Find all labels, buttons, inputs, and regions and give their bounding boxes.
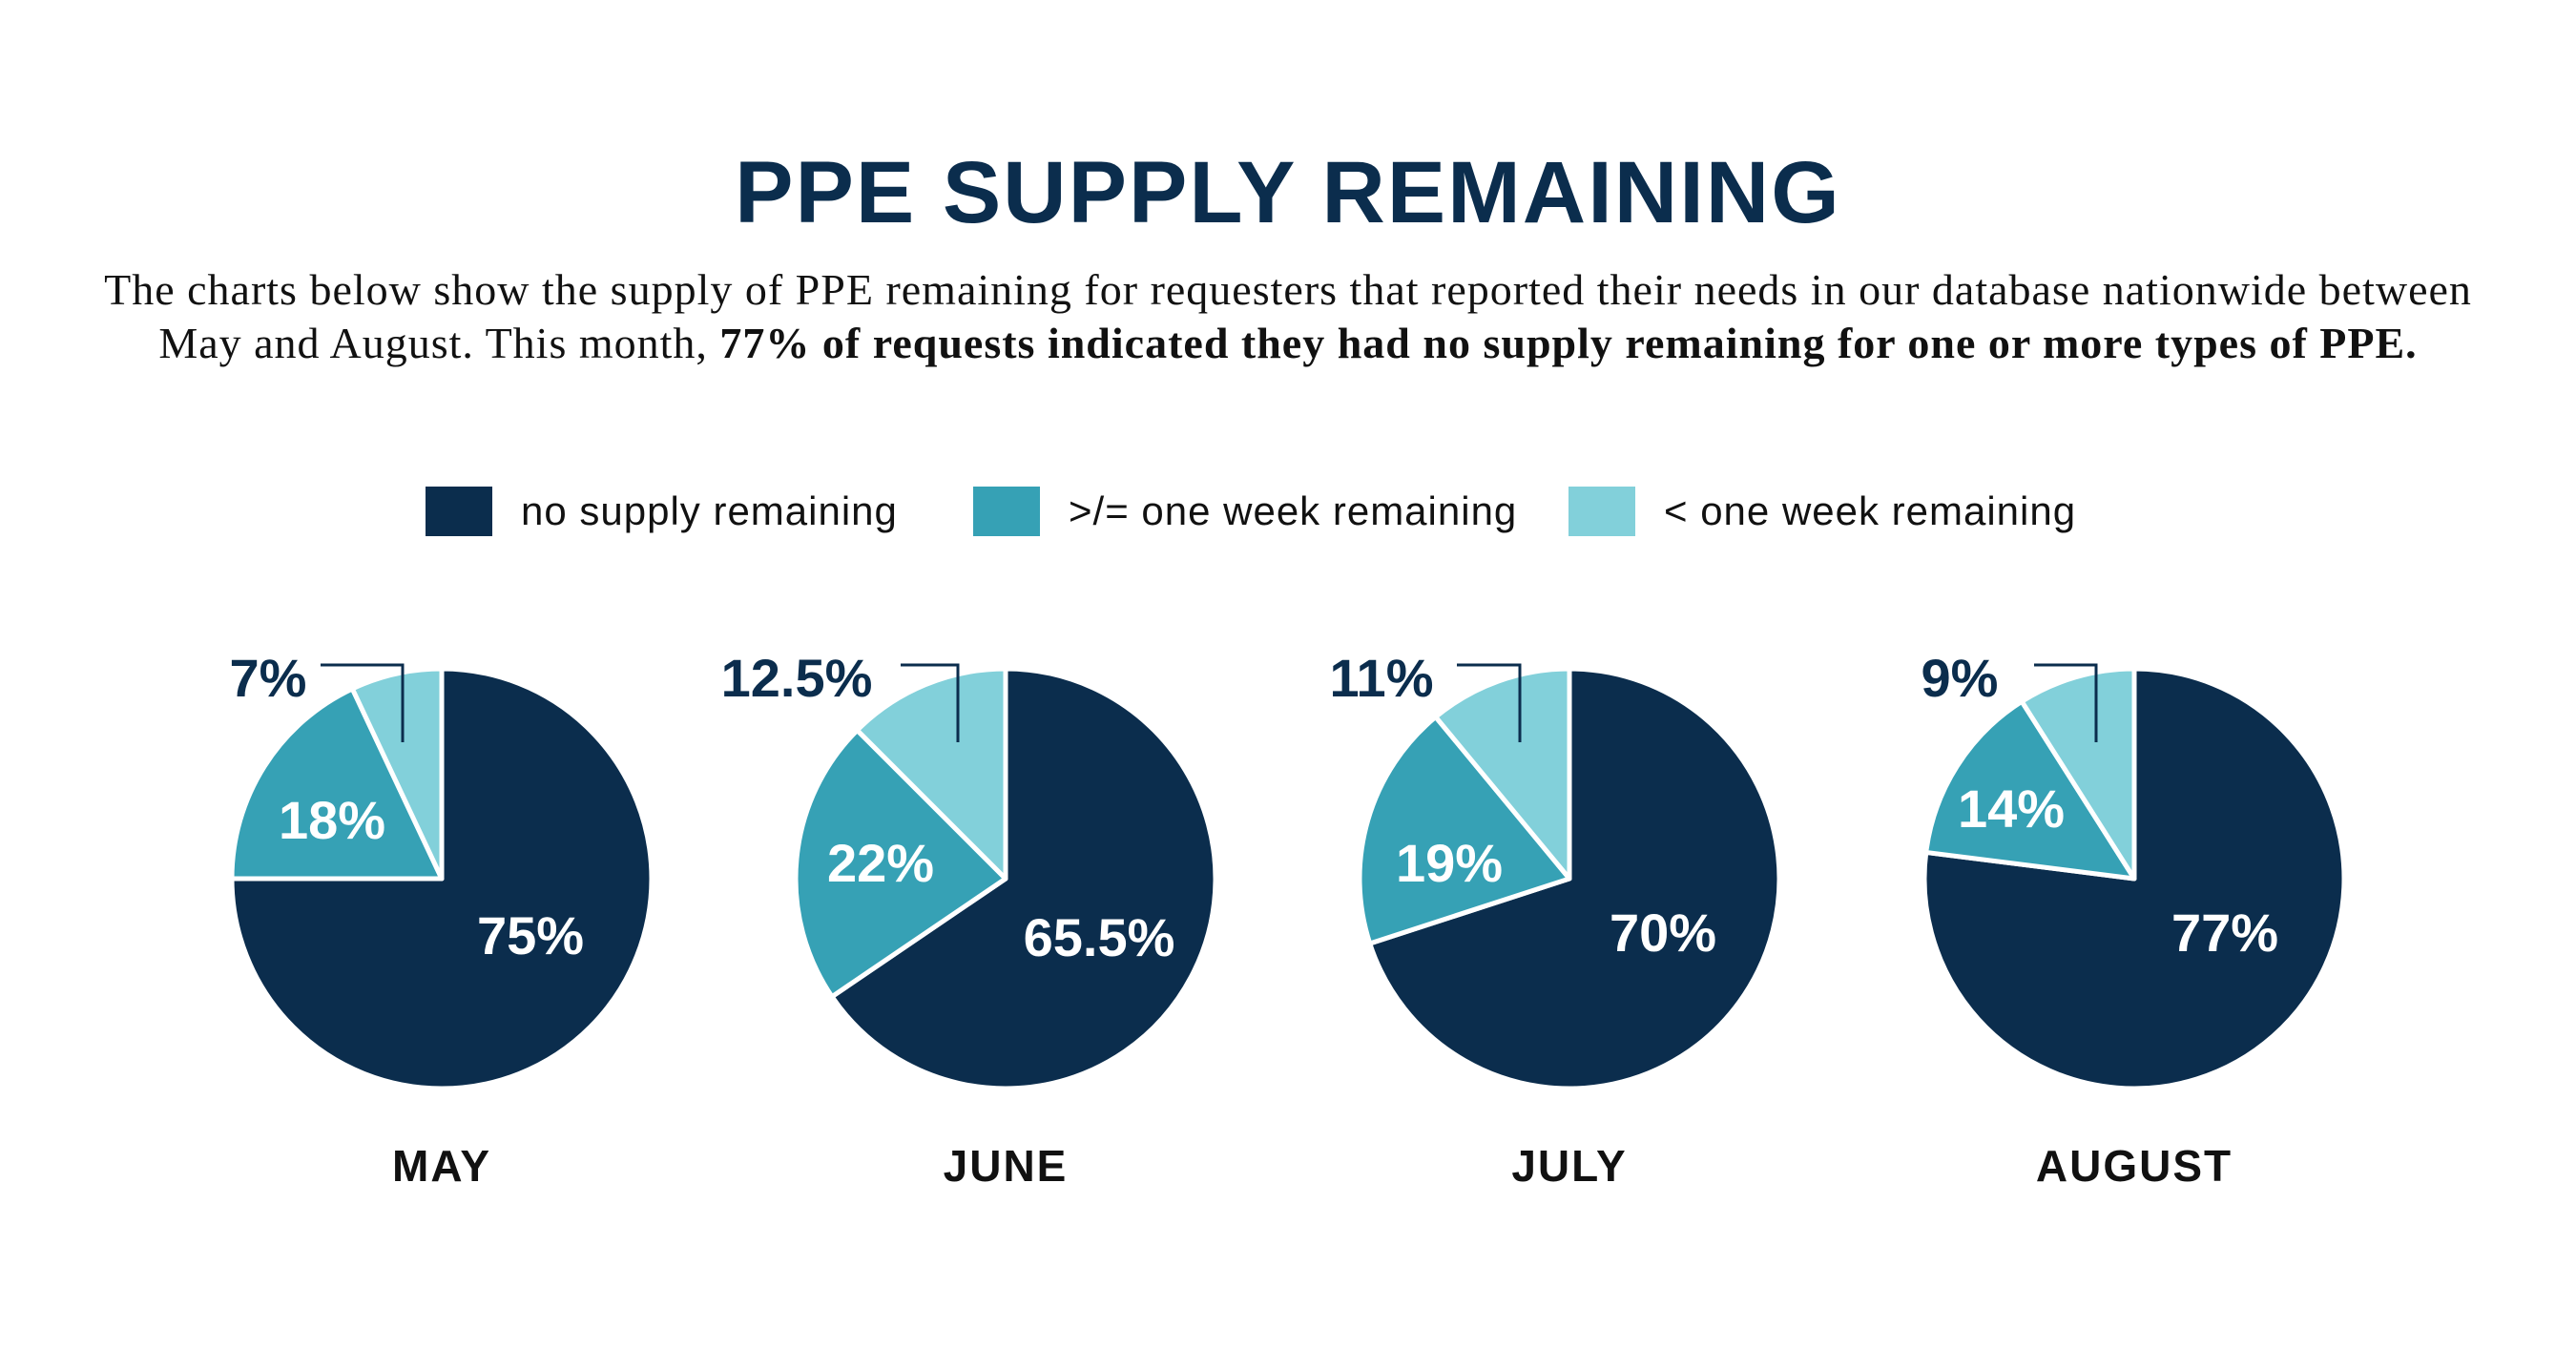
slice-one-week-plus	[793, 727, 1008, 1000]
slice-under-one-week	[349, 666, 445, 882]
slice-value-label: 11%	[1330, 648, 1434, 708]
legend-label: < one week remaining	[1664, 488, 2077, 533]
slice-value-label: 77%	[2171, 903, 2278, 963]
leader-line	[901, 663, 960, 742]
legend-item-no-supply: no supply remaining	[426, 487, 898, 536]
page-title: PPE SUPPLY REMAINING	[735, 144, 1841, 241]
slice-under-one-week	[2019, 666, 2137, 882]
leader-line	[2034, 663, 2098, 742]
slice-value-label: 70%	[1610, 903, 1716, 963]
slice-one-week-plus	[1923, 698, 2137, 882]
slice-value-label: 65.5%	[1024, 907, 1175, 967]
slice-value-label: 19%	[1396, 833, 1503, 893]
chart-title-month: MAY	[392, 1141, 491, 1191]
slice-value-label: 75%	[477, 905, 584, 965]
leader-line	[1457, 663, 1522, 742]
legend: no supply remaining >/= one week remaini…	[0, 487, 2576, 536]
subtitle: The charts below show the supply of PPE …	[57, 263, 2519, 370]
legend-swatch	[426, 487, 492, 536]
leader-line	[321, 663, 405, 742]
legend-item-under-one-week: < one week remaining	[1568, 487, 2076, 536]
legend-swatch	[973, 487, 1040, 536]
slice-value-label: 14%	[1958, 778, 2065, 839]
slice-one-week-plus	[229, 686, 445, 882]
legend-item-one-week-plus: >/= one week remaining	[973, 487, 1517, 536]
legend-label: no supply remaining	[521, 488, 898, 533]
subtitle-highlight: 77% of requests indicated they had no su…	[719, 319, 2418, 367]
slice-value-label: 22%	[827, 833, 934, 893]
slice-one-week-plus	[1357, 714, 1572, 946]
slice-value-label: 18%	[279, 790, 385, 850]
slice-value-label: 12.5%	[721, 648, 873, 708]
chart-title-month: JUNE	[944, 1141, 1069, 1191]
slice-no-supply	[829, 666, 1218, 1091]
subtitle-text: The charts below show the supply of PPE …	[104, 265, 2472, 367]
slice-no-supply	[1367, 666, 1782, 1091]
legend-label: >/= one week remaining	[1069, 488, 1518, 533]
slice-no-supply	[1922, 666, 2347, 1091]
chart-title-month: AUGUST	[2036, 1141, 2233, 1191]
slice-value-label: 9%	[1922, 648, 1999, 708]
slice-under-one-week	[1433, 666, 1572, 882]
chart-title-month: JULY	[1511, 1141, 1627, 1191]
slice-under-one-week	[854, 666, 1008, 882]
slice-value-label: 7%	[230, 648, 307, 708]
legend-swatch	[1568, 487, 1635, 536]
